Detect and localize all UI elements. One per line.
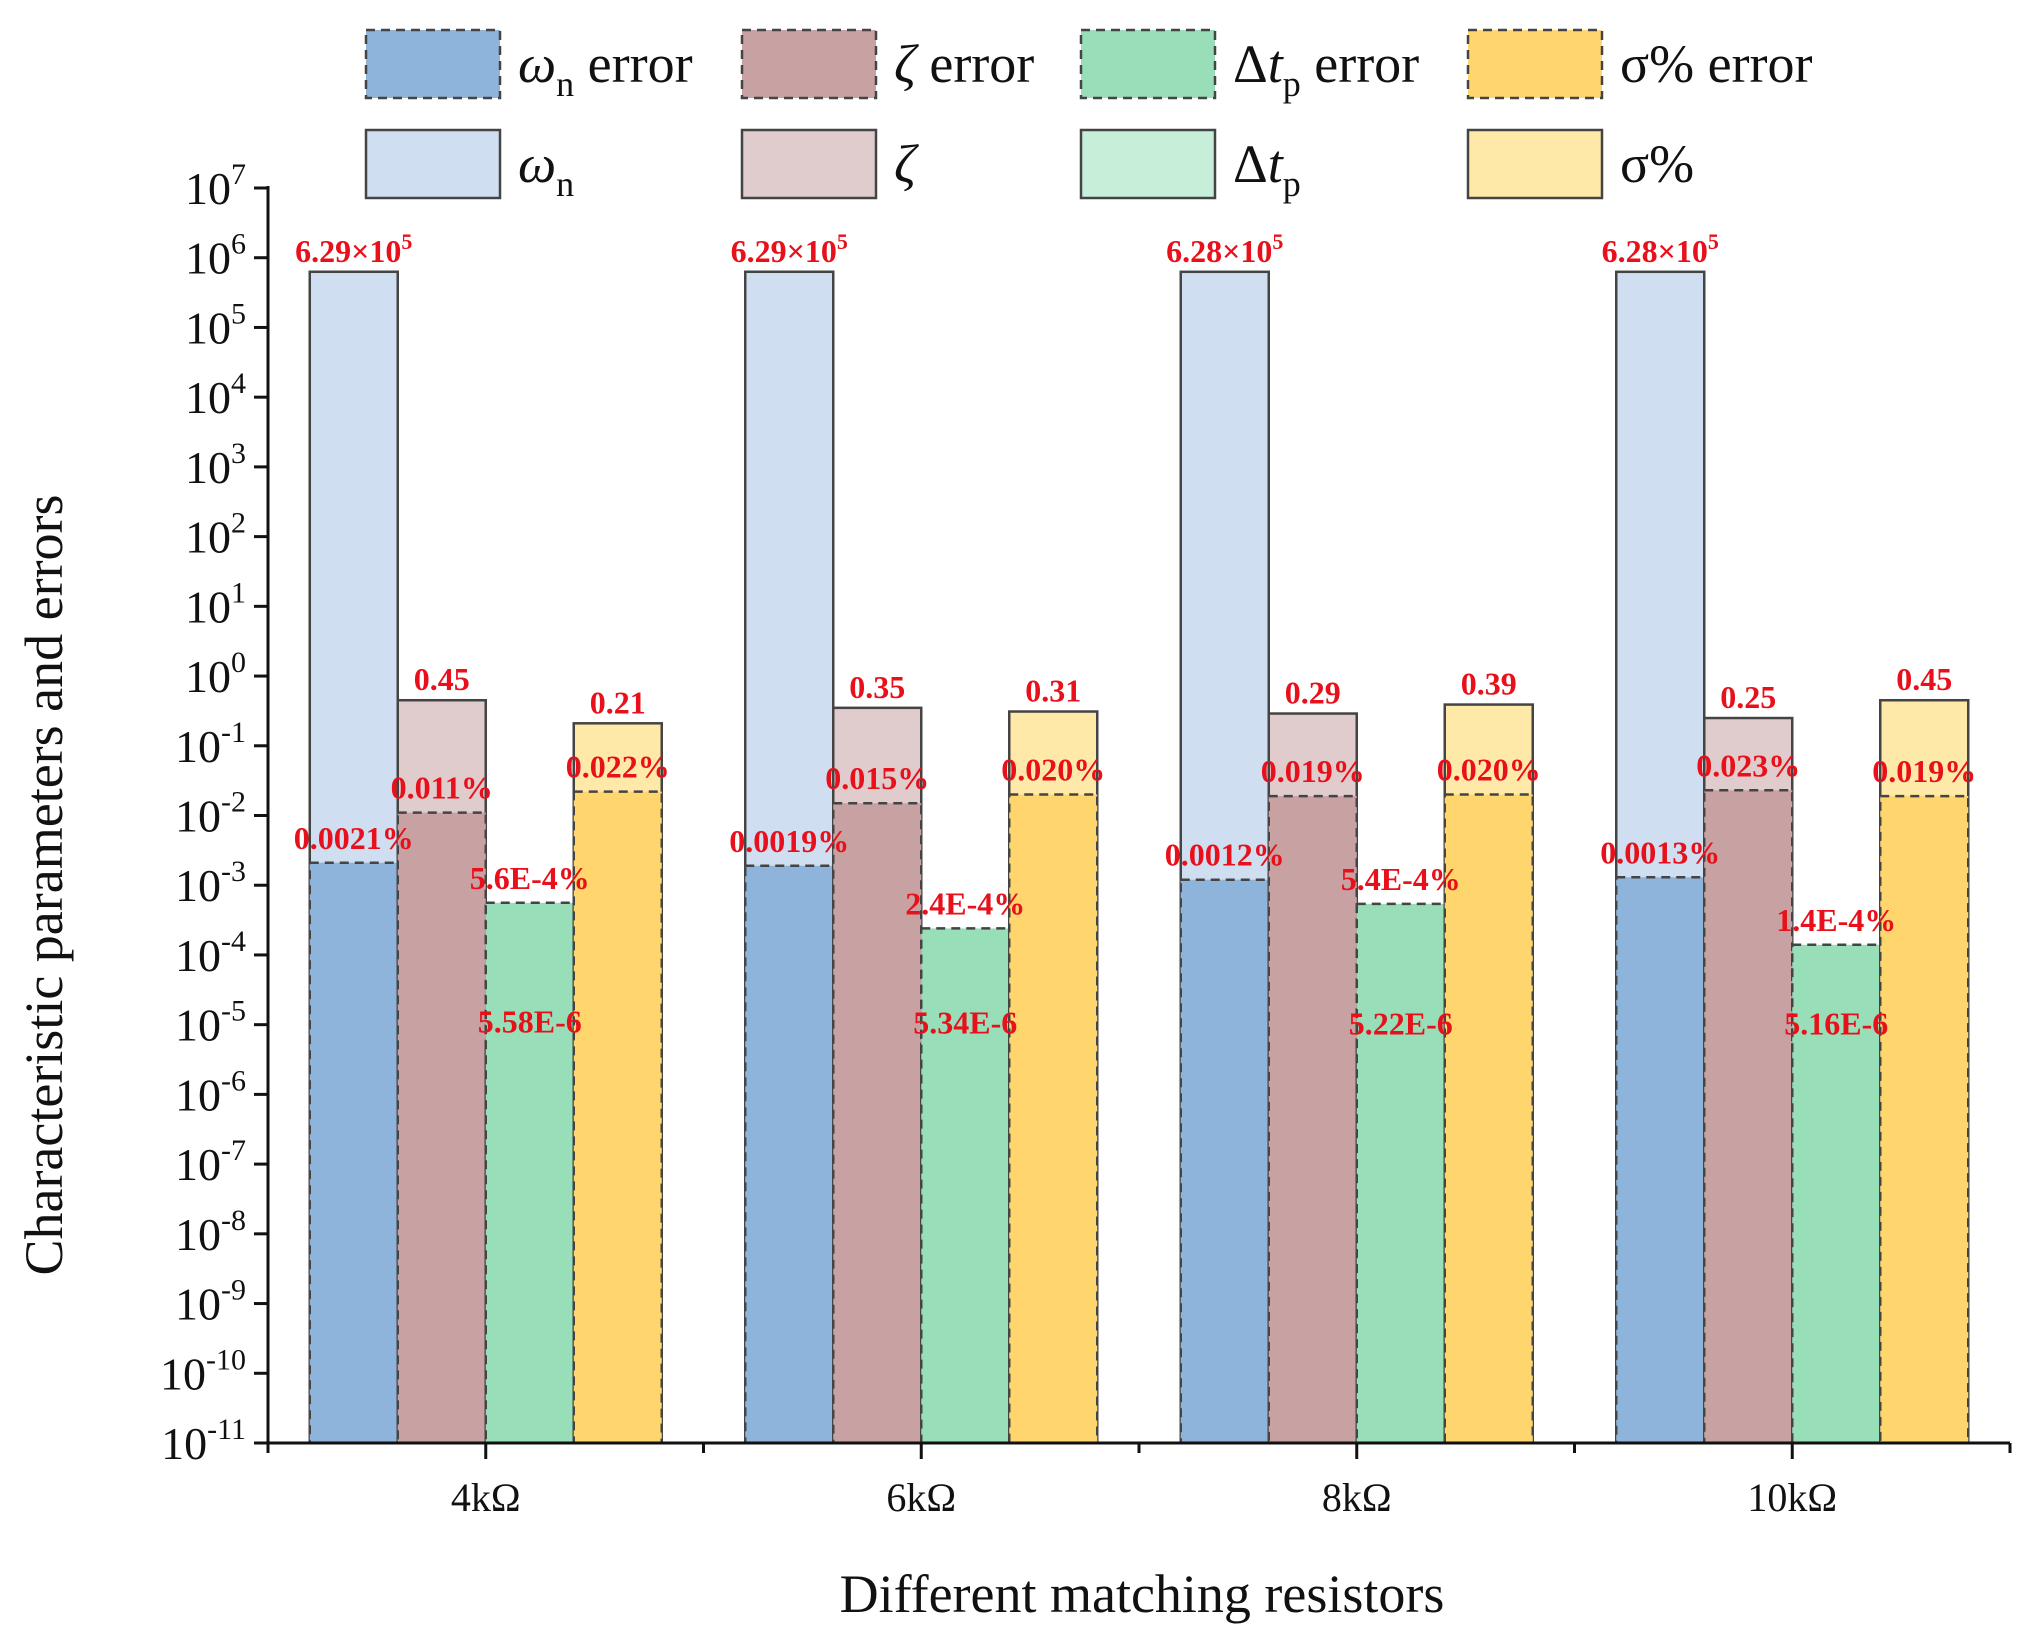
x-tick-label-3: 10kΩ xyxy=(1747,1475,1837,1520)
error-label-2-0: 5.6E-4% xyxy=(470,860,590,896)
value-label-2-0: 5.58E-6 xyxy=(478,1003,582,1039)
bar-error-3-3 xyxy=(1879,794,1970,1445)
legend-label-0: ωn error xyxy=(518,34,693,104)
legend-label-2: Δtp error xyxy=(1233,34,1419,104)
y-tick-label-9: 10-2 xyxy=(175,786,246,842)
value-label-2-2: 5.22E-6 xyxy=(1349,1005,1453,1041)
legend-swatch-3 xyxy=(1466,28,1604,100)
y-tick-label-0: 10-11 xyxy=(161,1413,246,1469)
error-label-0-2: 0.0012% xyxy=(1165,837,1285,873)
legend-swatch-7 xyxy=(1466,128,1604,200)
bar-error-1-2 xyxy=(1267,794,1358,1445)
y-tick-label-2: 10-9 xyxy=(175,1274,246,1330)
value-label-3-0: 0.21 xyxy=(590,684,646,720)
bar-error-0-2 xyxy=(1179,878,1270,1445)
bar-error-0-1 xyxy=(744,864,835,1445)
legend-label-5: ζ xyxy=(894,134,919,194)
error-label-0-0: 0.0021% xyxy=(294,820,414,856)
value-label-1-0: 0.45 xyxy=(414,661,470,697)
legend-label-1: ζ error xyxy=(894,34,1034,94)
bars-layer xyxy=(308,270,1970,1445)
error-label-1-2: 0.019% xyxy=(1261,753,1365,789)
error-label-0-1: 0.0019% xyxy=(729,823,849,859)
y-tick-label-18: 107 xyxy=(185,158,246,214)
legend-swatch-2 xyxy=(1079,28,1217,100)
bar-error-3-2 xyxy=(1443,793,1534,1445)
value-label-3-3: 0.45 xyxy=(1896,661,1952,697)
error-label-2-1: 2.4E-4% xyxy=(905,885,1025,921)
error-label-0-3: 0.0013% xyxy=(1600,834,1720,870)
y-tick-label-13: 102 xyxy=(185,507,246,563)
value-label-1-3: 0.25 xyxy=(1720,679,1776,715)
bar-error-1-3 xyxy=(1703,789,1794,1445)
legend: ωn error ζ error Δtp error σ% error ωn ζ Δtp σ% xyxy=(364,28,1813,204)
value-label-0-3: 6.28×105 xyxy=(1602,229,1719,269)
error-label-1-3: 0.023% xyxy=(1696,747,1800,783)
y-tick-label-11: 100 xyxy=(185,646,246,702)
error-label-1-1: 0.015% xyxy=(825,760,929,796)
bar-error-3-1 xyxy=(1008,793,1099,1445)
value-label-2-3: 5.16E-6 xyxy=(1784,1006,1888,1042)
y-tick-label-12: 101 xyxy=(185,576,246,632)
value-label-1-2: 0.29 xyxy=(1285,675,1341,711)
y-tick-label-1: 10-10 xyxy=(160,1343,246,1399)
error-label-3-3: 0.019% xyxy=(1872,753,1976,789)
value-label-0-0: 6.29×105 xyxy=(295,229,412,269)
y-tick-label-5: 10-6 xyxy=(175,1064,246,1120)
y-tick-label-10: 10-1 xyxy=(175,716,246,772)
data-labels-layer: 6.29×105 0.0021% 0.45 0.011% 5.58E-6 5.6E-4% 0… xyxy=(294,229,1977,1042)
error-label-2-2: 5.4E-4% xyxy=(1341,861,1461,897)
bar-error-2-1 xyxy=(920,927,1011,1445)
y-tick-label-14: 103 xyxy=(185,437,246,493)
legend-label-6: Δtp xyxy=(1233,134,1301,204)
x-tick-label-2: 8kΩ xyxy=(1322,1475,1392,1520)
y-tick-label-15: 104 xyxy=(185,367,246,423)
legend-swatch-5 xyxy=(740,128,878,200)
value-label-0-1: 6.29×105 xyxy=(731,229,848,269)
y-tick-label-16: 105 xyxy=(185,297,246,353)
x-axis-title: Different matching resistors xyxy=(840,1564,1445,1624)
legend-swatch-0 xyxy=(364,28,502,100)
bar-error-2-0 xyxy=(484,901,575,1445)
y-tick-label-8: 10-3 xyxy=(175,855,246,911)
value-label-0-2: 6.28×105 xyxy=(1166,229,1283,269)
legend-label-3: σ% error xyxy=(1620,34,1813,94)
y-tick-label-6: 10-5 xyxy=(175,995,246,1051)
error-label-3-0: 0.022% xyxy=(566,749,670,785)
value-label-1-1: 0.35 xyxy=(849,669,905,705)
error-label-3-2: 0.020% xyxy=(1437,752,1541,788)
bar-error-1-0 xyxy=(396,811,487,1445)
y-axis-title: Characteristic parameters and errors xyxy=(14,494,74,1275)
x-tick-label-1: 6kΩ xyxy=(886,1475,956,1520)
bar-error-0-3 xyxy=(1615,876,1706,1445)
legend-swatch-4 xyxy=(364,128,502,200)
x-tick-label-0: 4kΩ xyxy=(451,1475,521,1520)
bar-error-2-2 xyxy=(1355,902,1446,1445)
value-label-2-1: 5.34E-6 xyxy=(913,1005,1017,1041)
y-tick-label-3: 10-8 xyxy=(175,1204,246,1260)
error-label-1-0: 0.011% xyxy=(391,770,493,806)
error-label-2-3: 1.4E-4% xyxy=(1776,902,1896,938)
y-tick-label-4: 10-7 xyxy=(175,1134,246,1190)
legend-label-4: ωn xyxy=(518,134,574,204)
y-tick-label-17: 106 xyxy=(185,228,246,284)
legend-swatch-6 xyxy=(1079,128,1217,200)
value-label-3-2: 0.39 xyxy=(1461,666,1517,702)
y-tick-label-7: 10-4 xyxy=(175,925,246,981)
bar-error-0-0 xyxy=(308,861,399,1445)
legend-swatch-1 xyxy=(740,28,878,100)
legend-label-7: σ% xyxy=(1620,134,1694,194)
error-label-3-1: 0.020% xyxy=(1001,752,1105,788)
value-label-3-1: 0.31 xyxy=(1025,673,1081,709)
